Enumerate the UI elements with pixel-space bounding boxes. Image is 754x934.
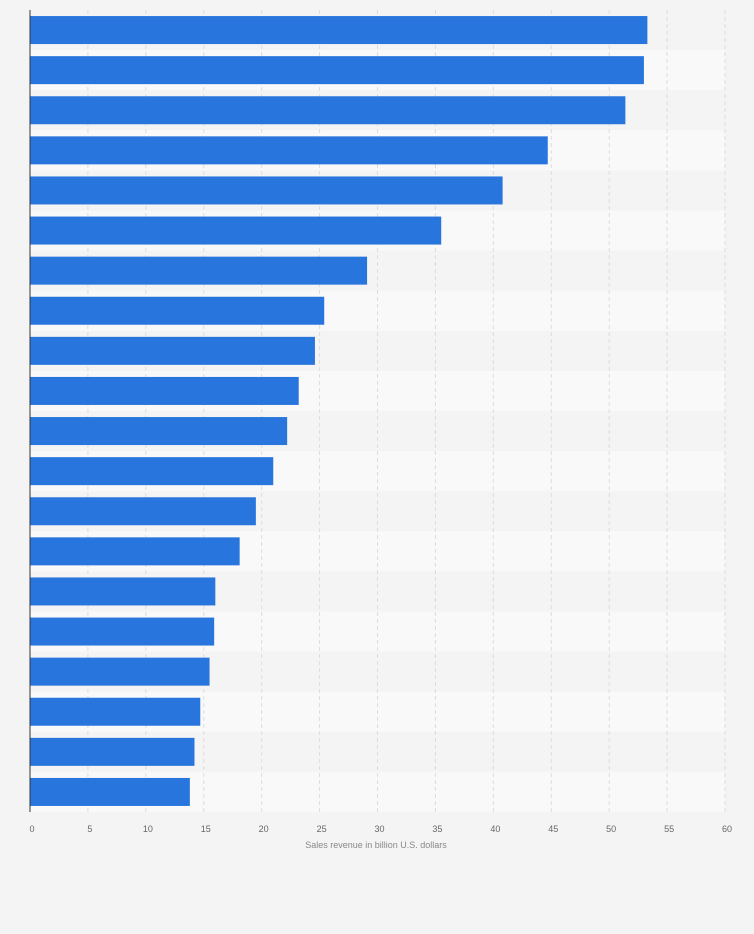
bar[interactable] — [30, 296, 325, 325]
x-tick-label: 60 — [722, 824, 732, 834]
bar[interactable] — [30, 497, 256, 526]
bar[interactable] — [30, 56, 644, 85]
bar[interactable] — [30, 256, 368, 285]
bar[interactable] — [30, 457, 274, 486]
x-tick-label: 50 — [606, 824, 616, 834]
bar[interactable] — [30, 777, 190, 806]
x-tick-label: 5 — [87, 824, 92, 834]
bar[interactable] — [30, 417, 288, 446]
x-tick-label: 10 — [143, 824, 153, 834]
x-tick-label: 15 — [201, 824, 211, 834]
bar[interactable] — [30, 216, 442, 245]
bar[interactable] — [30, 96, 626, 125]
bar[interactable] — [30, 336, 315, 365]
x-axis-label: Sales revenue in billion U.S. dollars — [305, 840, 447, 850]
bar[interactable] — [30, 136, 548, 165]
x-tick-label: 0 — [29, 824, 34, 834]
bar[interactable] — [30, 537, 240, 566]
x-tick-label: 55 — [664, 824, 674, 834]
bar[interactable] — [30, 376, 299, 405]
x-tick-label: 20 — [259, 824, 269, 834]
bars — [30, 16, 648, 806]
x-tick-label: 40 — [490, 824, 500, 834]
x-tick-label: 30 — [374, 824, 384, 834]
x-tick-label: 45 — [548, 824, 558, 834]
bar[interactable] — [30, 737, 195, 766]
bar[interactable] — [30, 657, 210, 686]
x-axis-ticks: 0 5 10 15 20 25 30 35 40 45 50 55 60 — [29, 824, 732, 834]
bar[interactable] — [30, 577, 216, 606]
bar[interactable] — [30, 16, 648, 45]
bar[interactable] — [30, 697, 201, 726]
bar[interactable] — [30, 617, 215, 646]
bar[interactable] — [30, 176, 503, 205]
x-tick-label: 25 — [317, 824, 327, 834]
x-tick-label: 35 — [432, 824, 442, 834]
